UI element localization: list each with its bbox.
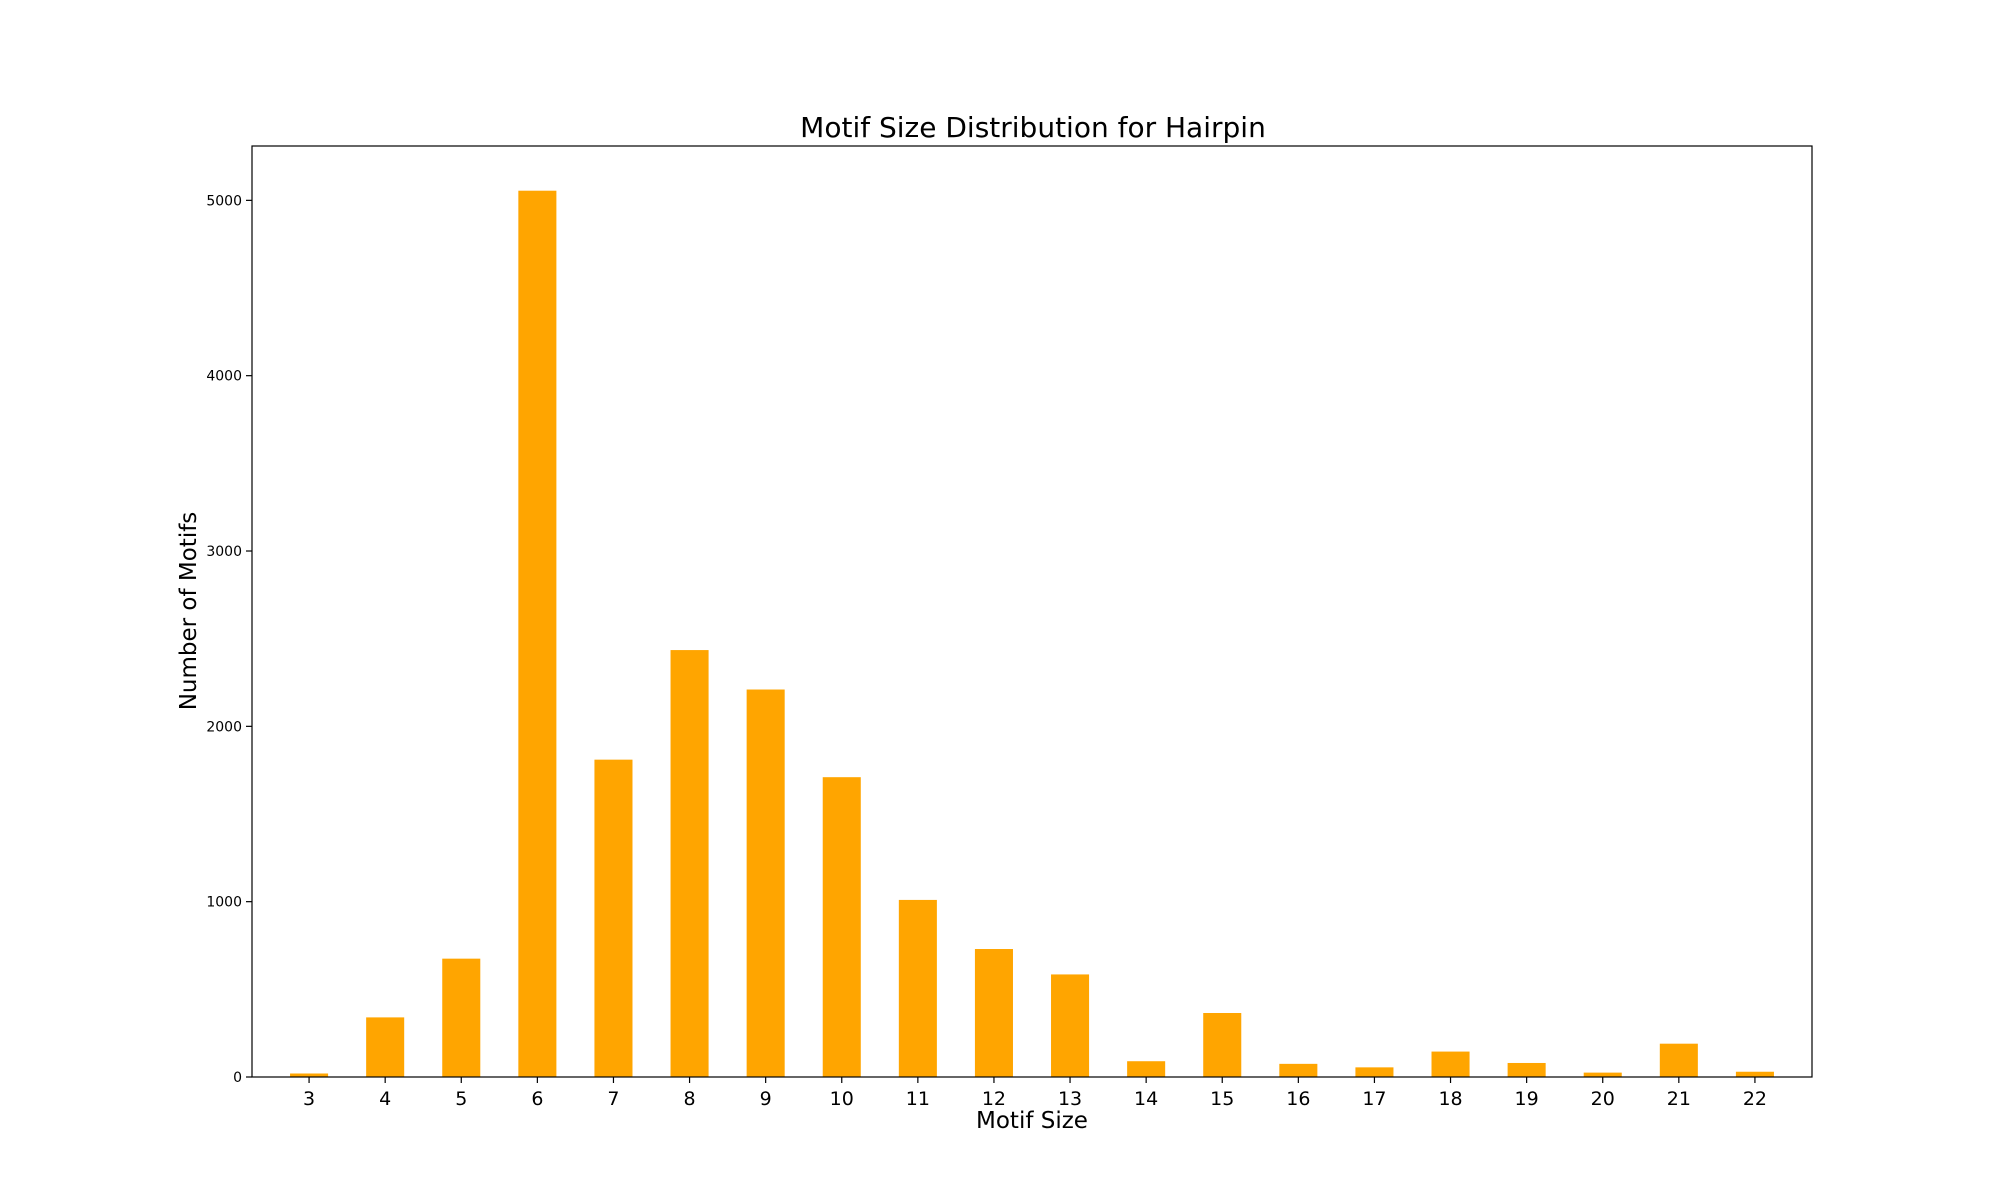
x-tick-label-3: 3	[303, 1088, 315, 1110]
y-tick-label-3000: 3000	[206, 544, 242, 560]
x-tick-label-8: 8	[684, 1088, 696, 1110]
plot-frame	[251, 145, 1813, 1078]
x-axis-ticks: 3 4 5 6 7 8 9 10 11 12 13 14 15 16 17 18 19 20 21 22	[303, 1077, 1767, 1110]
bar-15	[1203, 1013, 1242, 1077]
y-tick-label-0: 0	[233, 1070, 242, 1086]
bar-18	[1431, 1051, 1470, 1077]
y-tick-label-5000: 5000	[206, 193, 242, 209]
bar-20	[1583, 1072, 1622, 1077]
bar-3	[290, 1073, 329, 1077]
x-tick-label-4: 4	[379, 1088, 391, 1110]
x-tick-label-22: 22	[1743, 1088, 1767, 1110]
bar-10	[822, 777, 861, 1077]
x-tick-label-14: 14	[1134, 1088, 1158, 1110]
bar-12	[974, 949, 1013, 1077]
x-tick-label-12: 12	[982, 1088, 1006, 1110]
bar-13	[1051, 974, 1090, 1077]
x-tick-label-20: 20	[1591, 1088, 1615, 1110]
y-tick-label-1000: 1000	[206, 895, 242, 911]
x-tick-label-7: 7	[607, 1088, 619, 1110]
x-tick-label-16: 16	[1286, 1088, 1310, 1110]
x-tick-label-5: 5	[455, 1088, 467, 1110]
y-axis-ticks: 0 1000 2000 3000 4000 5000	[206, 193, 252, 1086]
bar-7	[594, 759, 633, 1077]
bar-22	[1735, 1071, 1774, 1077]
x-tick-label-11: 11	[906, 1088, 930, 1110]
x-tick-label-18: 18	[1438, 1088, 1462, 1110]
x-tick-label-17: 17	[1362, 1088, 1386, 1110]
bar-14	[1127, 1061, 1166, 1077]
bar-17	[1355, 1067, 1394, 1077]
bar-16	[1279, 1063, 1318, 1077]
y-axis-label: Number of Motifs	[176, 512, 202, 711]
x-tick-label-19: 19	[1515, 1088, 1539, 1110]
x-axis-label: Motif Size	[976, 1108, 1088, 1134]
x-tick-label-10: 10	[830, 1088, 854, 1110]
bar-9	[746, 689, 785, 1077]
chart-title: Motif Size Distribution for Hairpin	[800, 111, 1266, 144]
x-tick-label-13: 13	[1058, 1088, 1082, 1110]
bar-21	[1659, 1043, 1698, 1077]
bar-8	[670, 650, 709, 1077]
bar-5	[442, 958, 481, 1077]
bars-group	[290, 190, 1774, 1077]
x-tick-label-15: 15	[1210, 1088, 1234, 1110]
y-tick-label-2000: 2000	[206, 719, 242, 735]
y-tick-label-4000: 4000	[206, 369, 242, 385]
x-tick-label-21: 21	[1667, 1088, 1691, 1110]
x-tick-label-6: 6	[531, 1088, 543, 1110]
x-tick-label-9: 9	[760, 1088, 772, 1110]
bar-11	[898, 899, 937, 1077]
bar-19	[1507, 1062, 1546, 1077]
bar-4	[366, 1017, 405, 1077]
bar-6	[518, 190, 557, 1077]
